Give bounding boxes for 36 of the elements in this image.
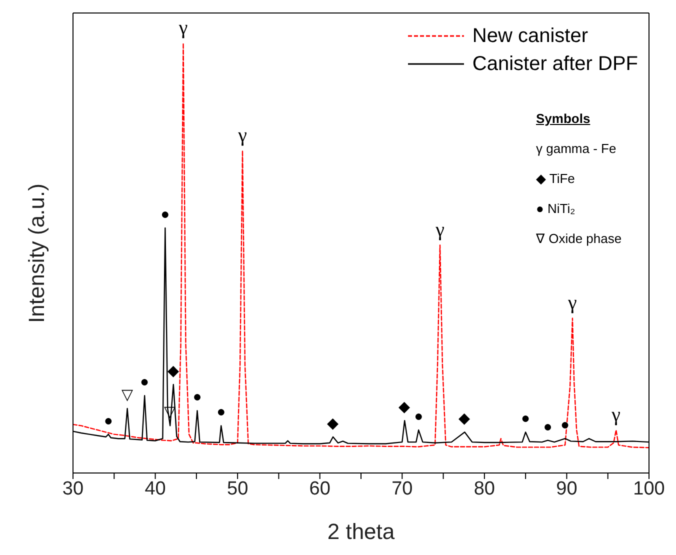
annotation: ●: [560, 416, 570, 434]
y-axis-title: Intensity (a.u.): [24, 184, 49, 323]
annotation: ●: [216, 404, 226, 421]
annotation: ●: [414, 408, 424, 426]
x-tick-label: 40: [144, 478, 166, 500]
annotation: γ: [610, 404, 621, 426]
annotation: ●: [140, 374, 150, 391]
legend-label: Canister after DPF: [472, 52, 638, 77]
annotation: γ: [237, 124, 248, 147]
x-axis-title: 2 theta: [327, 519, 396, 544]
annotation: Symbols: [536, 110, 592, 128]
annotation: ◆ TiFe: [536, 170, 576, 188]
legend-label: New canister: [472, 24, 588, 49]
x-tick-label: 60: [309, 478, 330, 500]
annotation: ●: [192, 388, 202, 406]
annotation: γ: [434, 219, 445, 242]
annotation: ● NiTi₂: [536, 200, 576, 218]
annotation: ●: [543, 418, 552, 436]
annotation: ◆: [398, 398, 411, 416]
x-tick-label: 80: [474, 478, 495, 500]
annotation: ◆: [167, 362, 180, 380]
x-tick-label: 30: [62, 478, 84, 500]
annotation: ◆: [327, 414, 340, 432]
x-tick-label: 90: [556, 478, 578, 500]
annotation: ●: [160, 206, 170, 223]
x-tick-label: 100: [633, 478, 665, 500]
annotation: ●: [104, 412, 113, 430]
annotation: ◆: [458, 410, 471, 428]
annotation: γ: [567, 292, 578, 314]
x-tick-label: 50: [227, 478, 248, 500]
annotation: γ: [178, 17, 188, 40]
annotation: ●: [521, 410, 530, 428]
x-tick-label: 70: [392, 478, 413, 500]
annotation: γ gamma - Fe: [536, 140, 618, 158]
annotation: ▽: [121, 386, 134, 404]
annotation: ∇ Oxide phase: [536, 230, 622, 248]
